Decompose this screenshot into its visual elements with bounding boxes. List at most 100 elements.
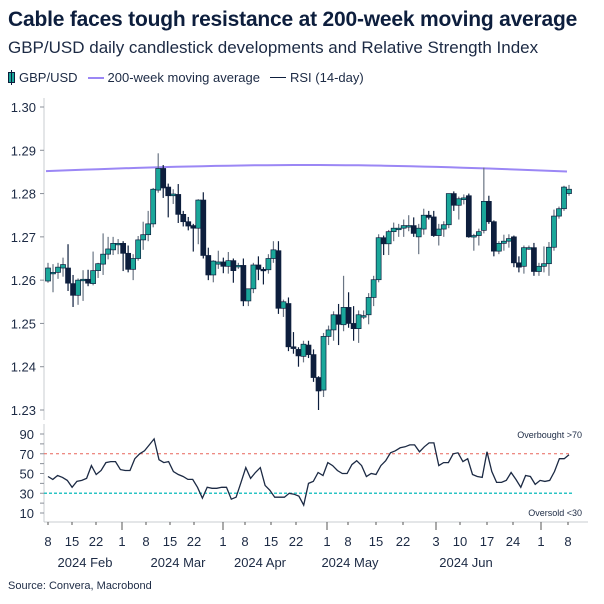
candle-body xyxy=(566,188,572,194)
x-day-label: 15 xyxy=(264,534,278,549)
candle-body xyxy=(165,186,172,197)
chart-subtitle: GBP/USD daily candlestick developments a… xyxy=(8,38,539,57)
candle xyxy=(75,278,81,305)
candle xyxy=(425,210,432,220)
candle xyxy=(566,184,572,196)
candle xyxy=(491,220,497,257)
x-day-label: 15 xyxy=(163,534,177,549)
candle-body xyxy=(531,247,537,272)
candle-body xyxy=(410,225,417,234)
x-month-label: 2024 Feb xyxy=(58,555,113,570)
candle-body xyxy=(265,258,272,271)
candle xyxy=(370,275,377,307)
candle-body xyxy=(185,221,192,227)
candle xyxy=(105,236,111,260)
x-day-label: 1 xyxy=(118,534,125,549)
candle-body xyxy=(516,262,522,268)
candle-body xyxy=(135,239,142,259)
x-day-label: 24 xyxy=(506,534,520,549)
candle-body xyxy=(526,247,532,250)
candle-body xyxy=(110,243,116,251)
legend-item-moving-average: 200-week moving average xyxy=(87,70,260,85)
candle xyxy=(330,311,337,341)
candle xyxy=(365,293,372,325)
candle-body xyxy=(190,225,197,229)
candle xyxy=(195,199,202,245)
candle xyxy=(285,297,292,352)
candle-body xyxy=(95,263,101,271)
candle xyxy=(165,183,172,218)
candle xyxy=(485,195,492,224)
rsi-tick-label: 70 xyxy=(20,447,34,462)
candle-body xyxy=(105,248,111,255)
candle xyxy=(130,254,137,281)
candle-body xyxy=(430,216,437,236)
candle xyxy=(360,310,367,320)
x-day-label: 22 xyxy=(396,534,410,549)
candle-body xyxy=(50,272,56,275)
price-tick-label: 1.30 xyxy=(11,100,36,115)
candle xyxy=(546,242,552,276)
candle-body xyxy=(285,303,292,348)
candle xyxy=(536,262,542,276)
candle-body xyxy=(541,263,547,267)
candle-body xyxy=(470,235,477,238)
candle xyxy=(125,245,132,273)
x-day-label: 22 xyxy=(289,534,303,549)
price-tick-label: 1.24 xyxy=(11,360,36,375)
candle-body xyxy=(485,201,492,223)
candle-body xyxy=(195,199,202,229)
candle xyxy=(235,262,242,269)
rsi-line xyxy=(47,437,570,507)
candle xyxy=(115,239,121,255)
candle-body xyxy=(220,261,227,267)
candle xyxy=(375,234,382,283)
candle xyxy=(90,251,96,286)
candle xyxy=(340,275,347,332)
rsi-axis: 90 70 50 30 10 Overbought >70 Oversold <30 xyxy=(20,424,588,523)
candle-body xyxy=(260,268,267,272)
candle-body xyxy=(355,314,362,329)
candle xyxy=(541,246,547,273)
price-tick-label: 1.27 xyxy=(11,230,36,245)
rsi-tick-label: 30 xyxy=(20,486,34,501)
price-axis: 1.30 1.29 1.28 1.27 1.26 1.25 1.24 1.23 xyxy=(11,98,45,420)
candle xyxy=(190,223,197,252)
candle xyxy=(215,250,222,269)
candle xyxy=(445,193,452,229)
candle-body xyxy=(200,199,207,256)
candle-body xyxy=(435,228,442,236)
x-day-label: 10 xyxy=(453,534,467,549)
candle-body xyxy=(546,246,552,265)
candle xyxy=(150,187,157,228)
candle xyxy=(496,241,502,255)
candle xyxy=(80,270,86,301)
candle-body xyxy=(130,258,137,270)
candle xyxy=(405,215,412,232)
candle-body xyxy=(420,214,427,230)
candle xyxy=(160,165,167,198)
candle xyxy=(280,299,287,317)
moving-average-layer xyxy=(45,164,568,173)
source-note: Source: Convera, Macrobond xyxy=(8,580,152,592)
candle xyxy=(110,236,116,256)
candle xyxy=(561,185,567,211)
candle-body xyxy=(100,253,106,265)
x-day-label: 22 xyxy=(187,534,201,549)
price-tick-label: 1.23 xyxy=(11,403,36,418)
candle xyxy=(200,192,207,259)
candle xyxy=(390,222,397,242)
x-day-label: 1 xyxy=(323,534,330,549)
candle xyxy=(100,233,106,275)
x-day-label: 8 xyxy=(241,534,248,549)
candle-body xyxy=(521,247,527,267)
candle xyxy=(170,189,177,204)
candle-body xyxy=(240,265,247,302)
candle xyxy=(210,260,217,283)
candle-body xyxy=(120,243,126,254)
candle-body xyxy=(370,279,377,298)
legend: GBP/USD 200-week moving average RSI (14-… xyxy=(8,70,368,85)
candle-body xyxy=(55,266,61,273)
candle-body xyxy=(90,270,96,284)
